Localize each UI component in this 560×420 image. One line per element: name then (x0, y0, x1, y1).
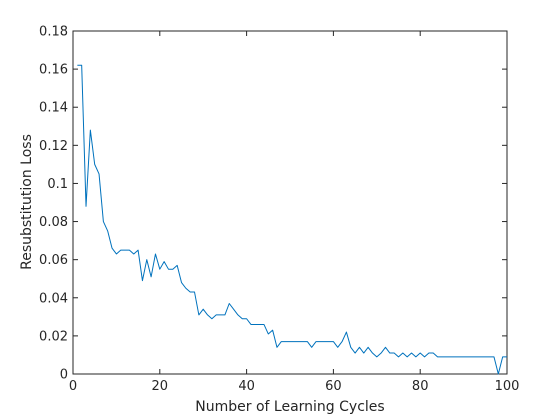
x-axis: 0 20 40 60 80 100 (69, 31, 520, 394)
y-axis: 0 0.02 0.04 0.06 0.08 0.1 0.12 0.14 0.16 0.18 (39, 25, 507, 383)
x-axis-label: Number of Learning Cycles (195, 399, 384, 415)
y-tick-label: 0.1 (47, 177, 68, 192)
y-tick-label: 0.08 (39, 215, 68, 230)
y-tick-label: 0.18 (39, 25, 68, 40)
series-layer (77, 64, 507, 375)
plot-area (72, 30, 508, 375)
y-axis-label: Resubstitution Loss (19, 134, 35, 270)
series-line (77, 64, 507, 375)
y-tick-label: 0.06 (39, 253, 68, 268)
x-tick-label: 60 (325, 379, 342, 394)
y-tick-label: 0.12 (39, 139, 68, 154)
y-tick-label: 0.16 (39, 63, 68, 78)
y-tick-label: 0 (60, 368, 68, 383)
y-tick-label: 0.04 (39, 291, 68, 306)
x-tick-label: 40 (238, 379, 255, 394)
y-tick-label: 0.14 (39, 101, 68, 116)
x-tick-label: 20 (152, 379, 169, 394)
x-tick-label: 0 (69, 379, 77, 394)
x-tick-label: 80 (412, 379, 429, 394)
x-tick-label: 100 (495, 379, 520, 394)
y-tick-label: 0.02 (39, 329, 68, 344)
